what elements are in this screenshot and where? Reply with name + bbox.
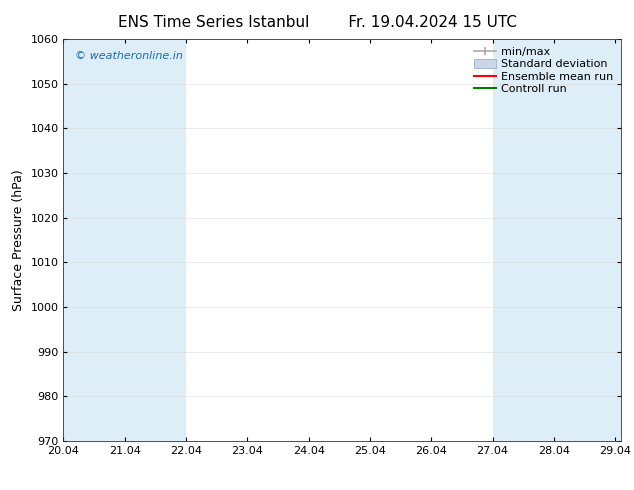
Legend: min/max, Standard deviation, Ensemble mean run, Controll run: min/max, Standard deviation, Ensemble me… xyxy=(471,45,616,97)
Text: ENS Time Series Istanbul        Fr. 19.04.2024 15 UTC: ENS Time Series Istanbul Fr. 19.04.2024 … xyxy=(117,15,517,30)
Y-axis label: Surface Pressure (hPa): Surface Pressure (hPa) xyxy=(12,169,25,311)
Bar xyxy=(63,39,186,441)
Bar xyxy=(493,39,621,441)
Text: © weatheronline.in: © weatheronline.in xyxy=(75,51,183,61)
